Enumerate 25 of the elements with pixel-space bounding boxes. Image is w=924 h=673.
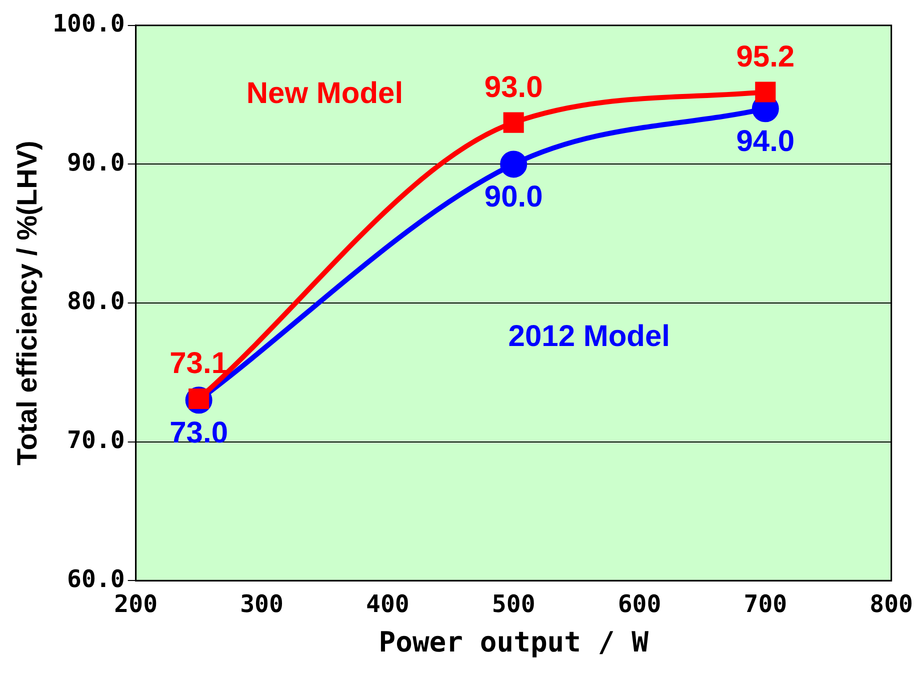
x-tick-label: 800 [870, 590, 914, 618]
x-tick-label: 700 [744, 590, 788, 618]
data-label: 73.1 [170, 347, 228, 380]
x-tick-label: 300 [240, 590, 284, 618]
y-tick-label: 90.0 [67, 148, 125, 176]
data-label: 90.0 [484, 180, 543, 214]
text: 2012 Model [508, 320, 670, 353]
data-label: 93.0 [484, 70, 543, 104]
y-tick-label: 100.0 [52, 10, 125, 38]
data-label: 95.2 [736, 40, 795, 74]
point [755, 82, 776, 102]
data-label: 73.0 [170, 416, 228, 450]
y-tick-label: 80.0 [67, 287, 125, 316]
point [500, 150, 528, 178]
y-tick-label: 70.0 [67, 426, 125, 454]
point [503, 112, 524, 133]
x-axis-title: Power output / W [378, 625, 649, 658]
y-tick-label: 60.0 [67, 564, 125, 593]
data-label: 94.0 [736, 124, 795, 158]
x-tick-label: 200 [114, 590, 158, 618]
x-tick-label: 400 [366, 590, 410, 618]
x-tick-label: 500 [492, 590, 536, 618]
text: New Model [246, 77, 404, 110]
y-axis-title: Total efficiency / %(LHV) [12, 140, 43, 466]
x-tick-label: 600 [618, 590, 662, 618]
